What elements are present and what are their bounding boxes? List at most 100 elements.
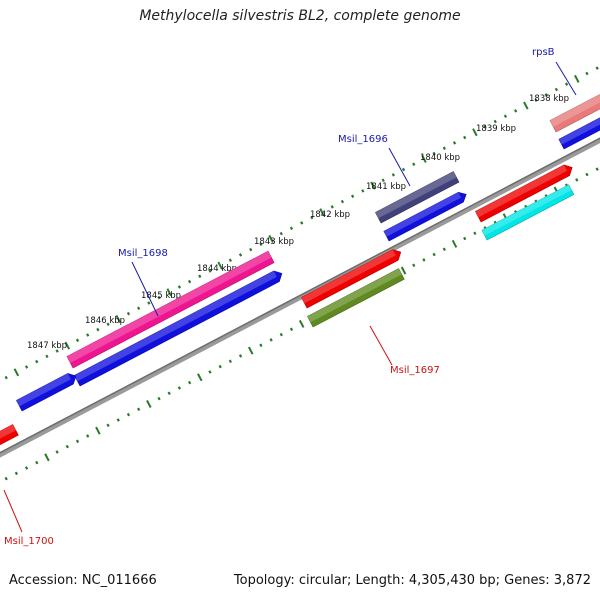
gene-label-msil-1696[interactable]: Msil_1696 — [338, 134, 388, 145]
ruler-label: 1840 kbp — [420, 153, 460, 163]
outer-ruler-major-tick — [370, 181, 376, 190]
outer-ruler-minor-tick — [24, 365, 29, 369]
outer-ruler-minor-tick — [483, 125, 487, 129]
outer-ruler-minor-tick — [147, 301, 151, 305]
outer-ruler-minor-tick — [381, 178, 385, 182]
outer-ruler-minor-tick — [208, 269, 212, 273]
gene-g-cyan[interactable] — [481, 184, 575, 241]
gene-label-rpsb[interactable]: rpsB — [532, 47, 555, 58]
gene-highlight — [66, 251, 272, 363]
inner-ruler-minor-tick — [55, 450, 59, 454]
inner-ruler-major-tick — [298, 319, 305, 328]
outer-ruler-minor-tick — [35, 359, 39, 364]
gene-highlight — [0, 424, 16, 439]
outer-ruler — [4, 66, 599, 380]
outer-ruler-minor-tick — [238, 253, 243, 257]
inner-ruler-minor-tick — [412, 263, 416, 267]
gene-g-left-blue[interactable] — [16, 373, 77, 412]
inner-ruler-minor-tick — [116, 418, 120, 422]
outer-ruler-minor-tick — [289, 226, 294, 231]
inner-ruler-minor-tick — [432, 252, 436, 257]
gene-highlight — [383, 192, 462, 237]
inner-ruler-minor-tick — [473, 231, 477, 235]
outer-ruler-major-tick — [217, 261, 223, 270]
outer-ruler-minor-tick — [442, 146, 446, 150]
outer-ruler-minor-tick — [361, 189, 365, 193]
inner-ruler-minor-tick — [157, 396, 161, 401]
inner-ruler-minor-tick — [422, 258, 426, 262]
inner-ruler-major-tick — [95, 426, 101, 435]
gene-label-msil-1697[interactable]: Msil_1697 — [390, 365, 440, 376]
inner-ruler-minor-tick — [208, 370, 212, 374]
outer-ruler-minor-tick — [228, 258, 232, 263]
outer-ruler-minor-tick — [412, 162, 416, 166]
ruler-label: 1844 kbp — [197, 264, 237, 274]
inner-ruler-minor-tick — [228, 359, 232, 364]
inner-ruler-minor-tick — [575, 178, 579, 182]
outer-ruler-minor-tick — [137, 306, 141, 311]
gene-label-msil-1698[interactable]: Msil_1698 — [118, 248, 168, 259]
genome-backbone — [0, 137, 600, 458]
outer-ruler-minor-tick — [187, 279, 192, 284]
genome-summary-text: Topology: circular; Length: 4,305,430 bp… — [233, 573, 591, 588]
gene-highlight — [307, 268, 402, 323]
outer-ruler-major-tick — [64, 341, 71, 350]
inner-ruler-minor-tick — [595, 167, 599, 171]
gene-highlight — [475, 164, 568, 218]
inner-ruler-minor-tick — [75, 439, 80, 444]
outer-ruler-minor-tick — [249, 247, 253, 252]
map-title: Methylocella silvestris BL2, complete ge… — [139, 8, 461, 24]
outer-ruler-minor-tick — [350, 194, 355, 198]
gene-g-1696-blue[interactable] — [383, 191, 467, 242]
outer-ruler-minor-tick — [279, 231, 283, 236]
gene-g-1698-blue[interactable] — [74, 270, 283, 387]
gene-rpsb[interactable] — [549, 93, 600, 133]
gene-msil-1696[interactable] — [375, 171, 460, 224]
outer-ruler-minor-tick — [45, 354, 49, 359]
outer-ruler-minor-tick — [259, 242, 263, 247]
ruler-label: 1842 kbp — [310, 210, 350, 220]
outer-ruler-minor-tick — [595, 66, 599, 70]
inner-ruler-minor-tick — [167, 391, 171, 396]
gene-msil-1698[interactable] — [66, 250, 275, 369]
outer-ruler-major-tick — [166, 288, 172, 297]
gene-g-red-right[interactable] — [475, 164, 573, 223]
outer-ruler-minor-tick — [564, 82, 569, 86]
outer-ruler-minor-tick — [177, 285, 182, 289]
outer-ruler-minor-tick — [493, 119, 497, 124]
outer-ruler-minor-tick — [86, 333, 90, 337]
gene-msil-1697[interactable] — [301, 249, 402, 309]
inner-ruler-minor-tick — [463, 236, 467, 241]
ruler-label: 1841 kbp — [366, 182, 406, 192]
inner-ruler-minor-tick — [24, 466, 29, 470]
outer-ruler-major-tick — [13, 368, 20, 377]
ruler-label: 1845 kbp — [141, 291, 181, 301]
gene-g-olive[interactable] — [307, 268, 405, 328]
inner-ruler-minor-tick — [259, 343, 263, 348]
outer-ruler-minor-tick — [198, 274, 202, 279]
callout-line — [3, 489, 23, 533]
outer-ruler-minor-tick — [452, 141, 457, 145]
gene-g-top-blue[interactable] — [558, 111, 600, 150]
outer-ruler-minor-tick — [340, 199, 345, 204]
gene-callouts: rpsB Msil_1696 Msil_1697 Msil_1698 Msil_1700 — [3, 47, 577, 547]
gene-highlight — [375, 171, 457, 219]
inner-ruler-minor-tick — [585, 172, 589, 177]
gene-highlight — [301, 249, 396, 304]
ruler-label: 1846 kbp — [85, 316, 125, 326]
gene-features — [0, 93, 600, 450]
outer-ruler-minor-tick — [96, 327, 100, 332]
inner-ruler-minor-tick — [14, 471, 19, 476]
inner-ruler-minor-tick — [106, 423, 110, 428]
outer-ruler-minor-tick — [330, 205, 334, 209]
gene-msil-1700[interactable] — [0, 424, 19, 450]
outer-ruler-major-tick — [115, 314, 122, 323]
outer-ruler-major-tick — [319, 208, 325, 217]
outer-ruler-major-tick — [268, 234, 274, 243]
inner-ruler-minor-tick — [4, 476, 8, 481]
gene-label-msil-1700[interactable]: Msil_1700 — [4, 536, 54, 547]
gene-highlight — [558, 117, 600, 145]
outer-ruler-minor-tick — [157, 295, 161, 300]
outer-ruler-major-tick — [472, 128, 478, 137]
